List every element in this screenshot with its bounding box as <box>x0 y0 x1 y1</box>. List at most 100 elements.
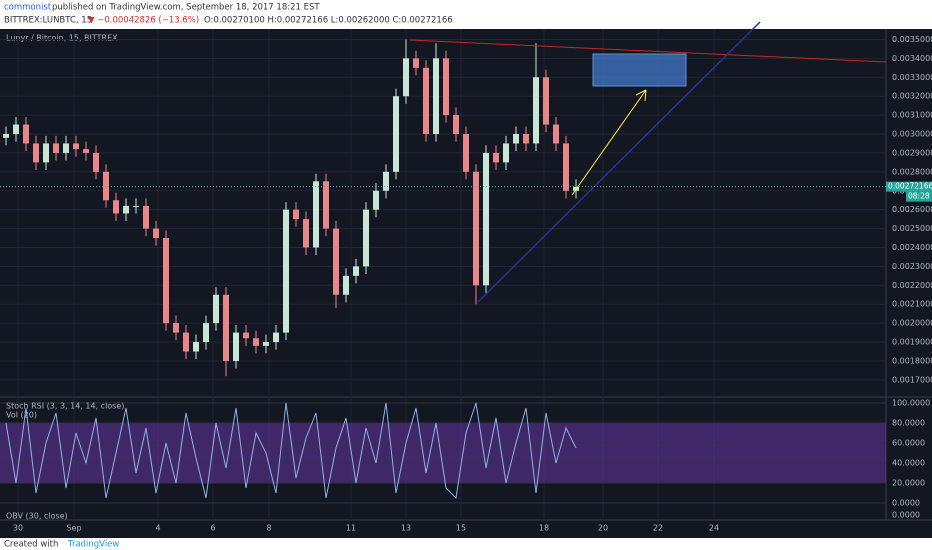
last-price-bg <box>886 181 932 192</box>
resistance-line <box>409 39 887 63</box>
target-box <box>592 53 687 87</box>
x-tick-label: 18 <box>539 524 549 533</box>
candle-body <box>343 275 349 295</box>
candle-body <box>543 77 549 125</box>
candle-body <box>313 181 319 248</box>
candle-body <box>153 228 159 239</box>
x-tick-label: 6 <box>210 524 215 533</box>
candle-body <box>53 143 59 153</box>
candle-body <box>363 209 369 267</box>
published: published on TradingView.com, September … <box>52 3 320 13</box>
candle-body <box>203 323 209 343</box>
candle-body <box>563 143 569 191</box>
candle-body <box>163 238 169 324</box>
candle-body <box>503 143 509 163</box>
x-tick-label: 22 <box>653 524 663 533</box>
candle-body <box>3 134 9 138</box>
candle-body <box>273 332 279 343</box>
candle-body <box>33 143 39 163</box>
footer-brand[interactable]: TradingView <box>67 540 119 550</box>
stoch-line <box>5 402 577 500</box>
obv-title: OBV (30, close) <box>6 512 68 521</box>
y-tick-label: 0.00180000 <box>892 356 932 365</box>
y-tick-label: 0.00200000 <box>892 319 932 328</box>
x-tick-label: Sep <box>66 524 81 533</box>
candle-body <box>73 143 79 150</box>
candle-body <box>183 332 189 352</box>
candle-body <box>13 124 19 135</box>
y-tick-label: 0.00310000 <box>892 111 932 120</box>
stoch-title: Stoch RSI (3, 3, 14, 14, close) <box>6 402 124 411</box>
candle-body <box>463 134 469 172</box>
last-price-label: 0.00272166 <box>888 182 932 191</box>
x-tick-label: 15 <box>456 524 466 533</box>
y-tick-label: 0.00250000 <box>892 224 932 233</box>
y-tick-label: 0.00300000 <box>892 130 932 139</box>
candle-body <box>443 58 449 116</box>
y-tick-label: 0.00280000 <box>892 167 932 176</box>
stoch-tick-label: 100.0000 <box>892 399 930 408</box>
candle-body <box>423 67 429 135</box>
y-tick-label: 0.00290000 <box>892 148 932 157</box>
candle-body <box>243 332 249 339</box>
ohlc: O:0.00270100 H:0.00272166 L:0.00262000 C… <box>204 16 453 26</box>
y-tick-label: 0.00350000 <box>892 35 932 44</box>
x-tick-label: 11 <box>346 524 356 533</box>
candle-body <box>333 228 339 295</box>
candle-body <box>43 143 49 163</box>
footer-bg <box>0 538 932 550</box>
symbol: BITTREX:LUNBTC, 15 <box>4 16 92 26</box>
candle-body <box>93 152 99 172</box>
volume-title: Vol (20) <box>6 411 37 420</box>
candle-body <box>23 124 29 144</box>
x-tick-label: 4 <box>155 524 160 533</box>
stoch-band <box>0 423 886 483</box>
candle-body <box>213 294 219 324</box>
candle-body <box>83 149 89 153</box>
header-bg <box>0 0 932 29</box>
candle-body <box>283 209 289 333</box>
candle-body <box>223 294 229 361</box>
candle-body <box>553 124 559 144</box>
x-tick-label: 8 <box>266 524 271 533</box>
candle-body <box>473 171 479 286</box>
candle-body <box>413 58 419 68</box>
stoch-tick-label: 0.0000 <box>892 499 920 508</box>
stoch-tick-label: 20.0000 <box>892 479 925 488</box>
countdown-label: 08:28 <box>908 192 930 201</box>
y-tick-label: 0.00330000 <box>892 73 932 82</box>
arrow-shaft <box>571 89 647 196</box>
x-tick-label: 30 <box>13 524 23 533</box>
countdown-bg <box>906 191 932 202</box>
candle-body <box>403 58 409 97</box>
candle-body <box>173 323 179 333</box>
candle-body <box>493 152 499 163</box>
author[interactable]: commonist <box>4 3 52 13</box>
candle-body <box>433 58 439 135</box>
x-tick-label: 24 <box>709 524 719 533</box>
candle-body <box>373 190 379 210</box>
candle-body <box>513 134 519 144</box>
candle-body <box>113 200 119 214</box>
candle-body <box>143 205 149 229</box>
candle-body <box>483 152 489 286</box>
candle-body <box>293 209 299 220</box>
y-tick-label: 0.00260000 <box>892 205 932 214</box>
candle-body <box>533 77 539 144</box>
candle-body <box>193 342 199 352</box>
candle-body <box>233 332 239 361</box>
arrow-head <box>635 89 647 102</box>
candle-body <box>123 205 129 214</box>
candle-body <box>253 338 259 346</box>
candle-body <box>263 342 269 346</box>
candle-body <box>523 134 529 144</box>
chart-title: Lunyr / Bitcoin, 15, BITTREX <box>6 34 118 43</box>
candle-body <box>453 115 459 135</box>
footer-created: Created with <box>4 540 58 550</box>
y-tick-label: 0.00230000 <box>892 262 932 271</box>
x-tick-label: 13 <box>401 524 411 533</box>
candle-body <box>103 171 109 201</box>
obv-tick-label: 0.0000 <box>892 511 920 520</box>
